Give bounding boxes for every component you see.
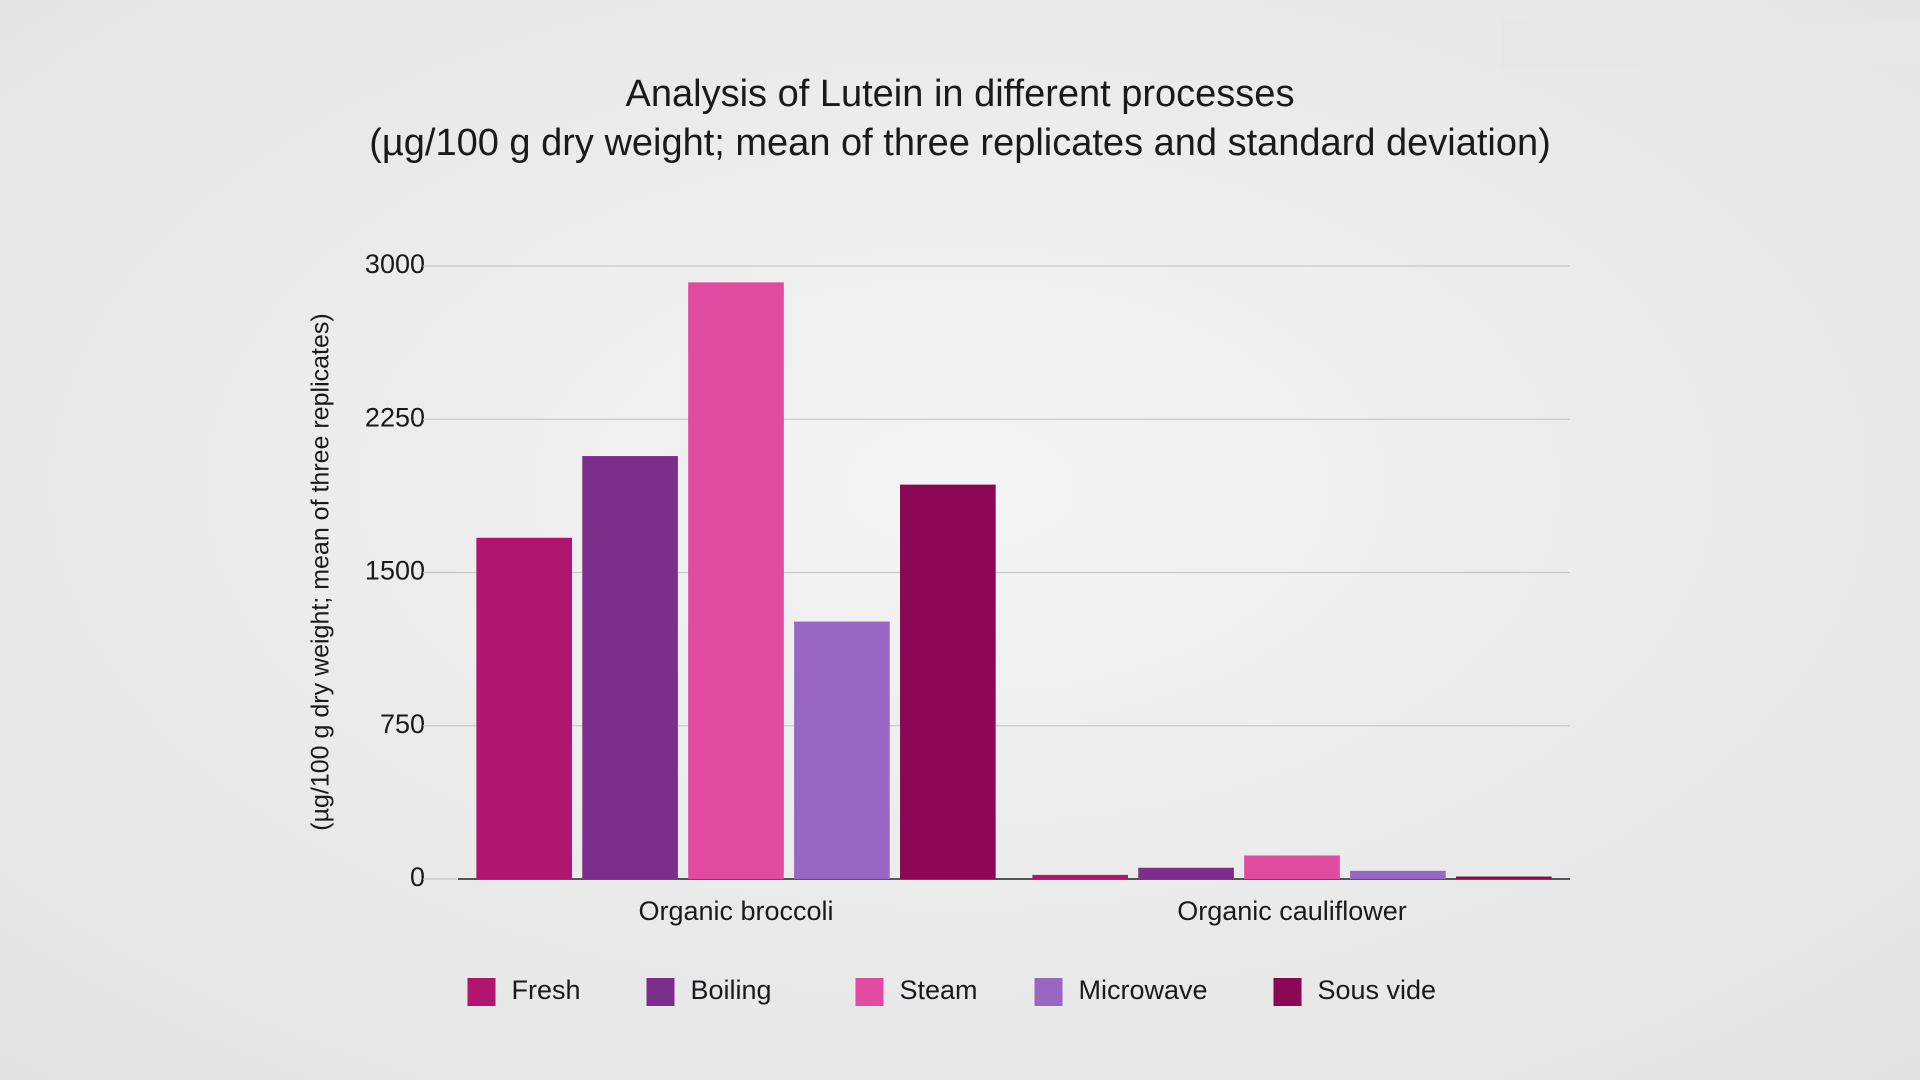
legend-swatch [1273, 978, 1302, 1006]
y-tick-label: 0 [410, 862, 425, 892]
bar [1244, 855, 1340, 879]
legend-swatch [855, 978, 884, 1006]
bar [1350, 870, 1446, 879]
legend-label: Fresh [512, 975, 581, 1005]
legend-label: Microwave [1079, 975, 1208, 1005]
legend-swatch [1034, 978, 1063, 1006]
legend-swatch [646, 978, 675, 1006]
bar [1456, 876, 1552, 879]
bar [688, 282, 784, 879]
bar [900, 484, 996, 879]
legend-swatch [467, 978, 496, 1006]
bar [582, 456, 678, 879]
y-axis-label: (µg/100 g dry weight; mean of three repl… [307, 313, 335, 830]
y-tick-label: 1500 [365, 556, 425, 586]
y-tick-label: 2250 [365, 402, 425, 432]
x-tick-label: Organic broccoli [638, 896, 833, 926]
bar [1138, 867, 1234, 879]
chart-title: Analysis of Lutein in different processe… [626, 73, 1295, 115]
overlay-box [1502, 20, 1920, 68]
bar [476, 537, 572, 879]
legend-label: Steam [900, 975, 978, 1005]
legend-label: Boiling [691, 975, 772, 1005]
bar [794, 621, 890, 879]
y-tick-label: 750 [380, 709, 425, 739]
chart-subtitle: (µg/100 g dry weight; mean of three repl… [369, 122, 1551, 164]
bar [1032, 874, 1128, 879]
y-tick-label: 3000 [365, 249, 425, 279]
x-tick-label: Organic cauliflower [1177, 896, 1407, 926]
legend-label: Sous vide [1318, 975, 1437, 1005]
